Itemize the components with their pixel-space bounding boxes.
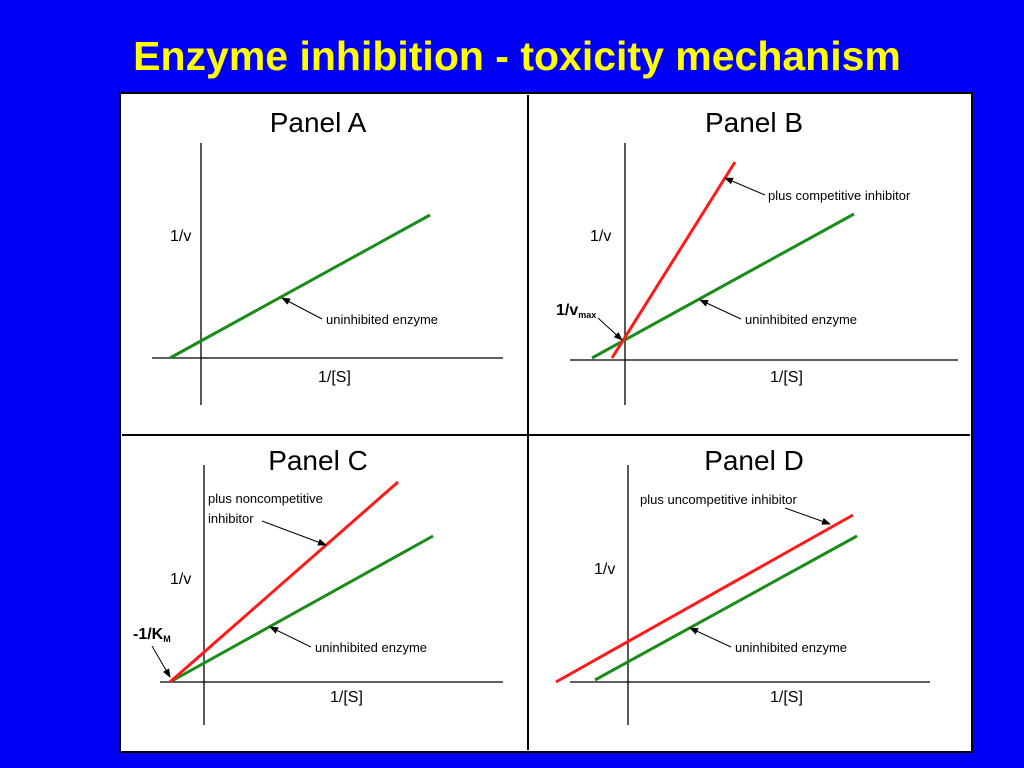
line-label: uninhibited enzyme: [315, 640, 427, 655]
panel-title: Panel B: [705, 107, 803, 138]
arrow: [784, 507, 831, 525]
x-label: 1/[S]: [770, 689, 803, 706]
uninhibited-line: [591, 212, 855, 360]
line-label: plus uncompetitive inhibitor: [640, 492, 797, 507]
intercept-label: 1/vmax: [556, 302, 596, 320]
arrow: [151, 645, 171, 678]
y-label: 1/v: [594, 561, 615, 578]
arrow: [689, 627, 732, 648]
panel-title: Panel C: [268, 445, 368, 476]
inhibited-line: [610, 161, 737, 359]
intercept-sub: max: [578, 310, 596, 320]
x-label: 1/[S]: [770, 369, 803, 386]
line-label: plus competitive inhibitor: [768, 188, 911, 203]
intercept-text: -1/K: [133, 626, 164, 643]
y-label: 1/v: [170, 228, 191, 245]
intercept-label: -1/KM: [133, 626, 171, 644]
line-label: inhibitor: [208, 511, 254, 526]
arrow: [269, 626, 312, 648]
uninhibited-line: [594, 534, 858, 682]
panel-title: Panel D: [704, 445, 804, 476]
slide-title: Enzyme inhibition - toxicity mechanism: [133, 33, 901, 79]
arrow: [281, 297, 323, 320]
y-label: 1/v: [170, 571, 191, 588]
arrow: [261, 520, 327, 546]
uninhibited-line: [169, 213, 431, 360]
x-label: 1/[S]: [330, 689, 363, 706]
line-label: plus noncompetitive: [208, 491, 323, 506]
x-label: 1/[S]: [318, 369, 351, 386]
line-label: uninhibited enzyme: [735, 640, 847, 655]
panel-title: Panel A: [270, 107, 367, 138]
figure-box: [119, 92, 973, 753]
arrow: [597, 317, 623, 341]
line-label: uninhibited enzyme: [326, 312, 438, 327]
line-label: uninhibited enzyme: [745, 312, 857, 327]
uninhibited-line: [169, 534, 434, 684]
arrow: [699, 299, 742, 320]
intercept-text: 1/v: [556, 302, 578, 319]
intercept-sub: M: [163, 634, 171, 644]
y-label: 1/v: [590, 228, 611, 245]
arrow: [724, 177, 766, 196]
inhibited-line: [169, 480, 399, 684]
inhibited-line: [555, 513, 854, 684]
